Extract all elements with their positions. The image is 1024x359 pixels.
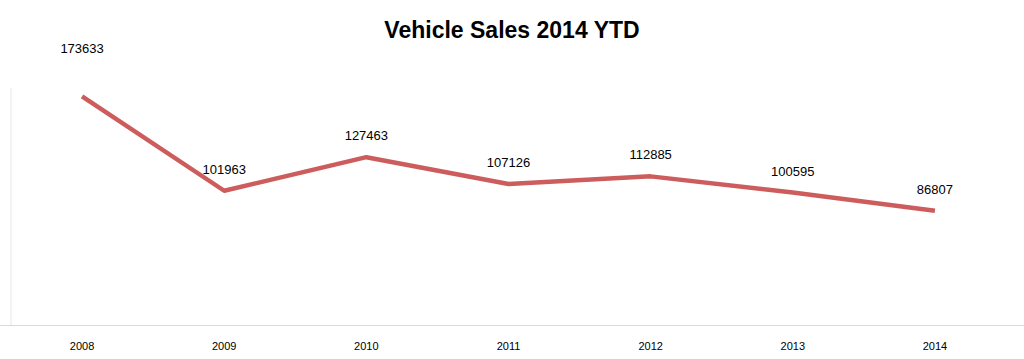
data-label: 173633 <box>60 41 103 56</box>
data-label: 127463 <box>345 128 388 143</box>
x-tick-label: 2011 <box>497 340 521 352</box>
data-label: 101963 <box>203 162 246 177</box>
x-axis-line <box>0 325 1024 326</box>
data-label: 107126 <box>487 155 530 170</box>
data-label: 112885 <box>629 147 671 162</box>
y-axis-line <box>11 88 12 325</box>
x-tick-label: 2013 <box>781 340 805 352</box>
x-tick-label: 2010 <box>354 340 378 352</box>
x-tick-label: 2012 <box>638 340 662 352</box>
chart-container: Vehicle Sales 2014 YTD 2008 2009 2010 2011 20… <box>0 0 1024 359</box>
x-tick-label: 2014 <box>923 340 947 352</box>
data-label: 86807 <box>917 182 953 197</box>
chart: Vehicle Sales 2014 YTD 2008 2009 2010 2011 20… <box>0 0 1024 359</box>
data-label: 100595 <box>771 164 814 179</box>
x-tick-label: 2008 <box>70 340 94 352</box>
title: Vehicle Sales 2014 YTD <box>384 17 639 43</box>
x-tick-label: 2009 <box>212 340 236 352</box>
plot-area <box>82 96 935 210</box>
sales-line <box>82 96 935 210</box>
